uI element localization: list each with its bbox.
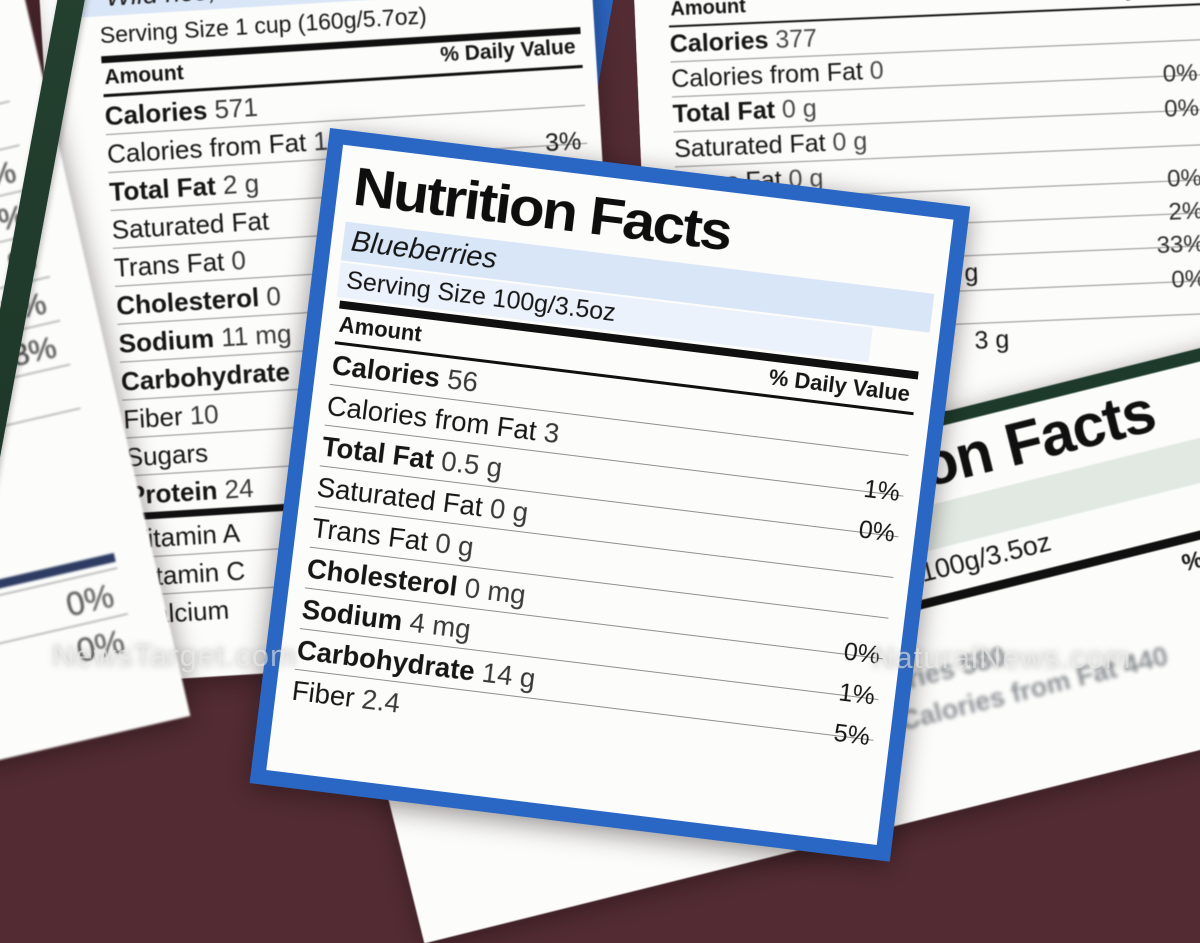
amount-header: Amount xyxy=(337,311,424,347)
daily-value-header: % Daily Value xyxy=(1065,0,1195,5)
amount-header: Amount xyxy=(103,61,185,90)
watermark-naturalnews: NaturalNews.com xyxy=(872,640,1132,675)
daily-value-percent: 1% xyxy=(862,475,902,508)
daily-value-percent: 0% xyxy=(1162,59,1199,88)
daily-value-percent: 0% xyxy=(1163,94,1200,123)
daily-value-percent: 5% xyxy=(832,719,872,752)
daily-value-percent: 33% xyxy=(1156,230,1200,260)
blueberries-label: Nutrition Facts Blueberries Serving Size… xyxy=(249,128,971,862)
daily-value-percent: 2% xyxy=(1168,197,1200,226)
daily-value-percent: 1% xyxy=(837,678,877,711)
amount-header: Amount xyxy=(669,0,747,21)
label-paper: Nutrition Facts Blueberries Serving Size… xyxy=(266,144,954,845)
nutrient-rows: Calories 56 Calories from Fat 3 Total Fat … xyxy=(289,344,914,781)
nutrition-row xyxy=(0,407,91,525)
daily-value-percent: 3% xyxy=(544,127,583,158)
daily-value-percent: 0% xyxy=(1166,164,1200,193)
daily-value-percent: 0% xyxy=(857,515,897,548)
daily-value-percent: 0% xyxy=(1170,265,1200,294)
watermark-newstarget: NewsTarget.com xyxy=(52,638,297,673)
